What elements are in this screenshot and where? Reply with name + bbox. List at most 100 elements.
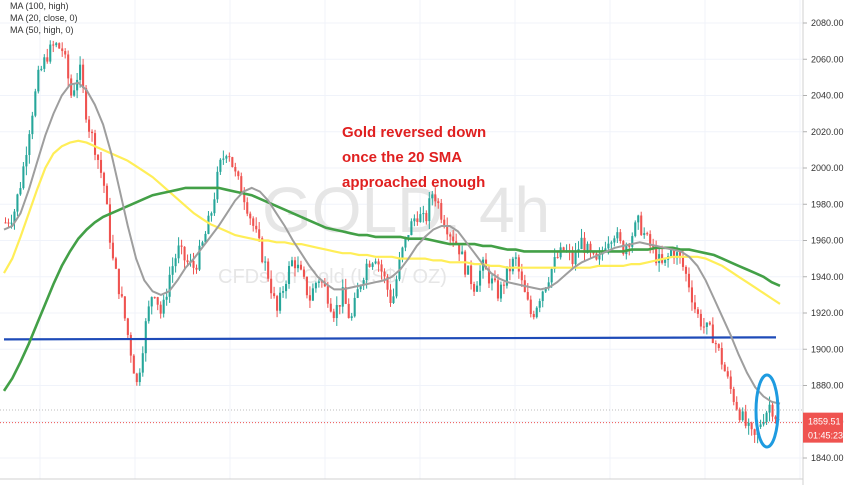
candle[interactable] [156,296,159,311]
candle[interactable] [123,296,126,321]
candle[interactable] [440,198,443,224]
candle[interactable] [747,418,750,435]
candle[interactable] [464,249,467,278]
candle[interactable] [49,40,52,64]
candle[interactable] [138,368,141,386]
candle[interactable] [37,65,40,94]
candle[interactable] [219,158,222,175]
candle[interactable] [177,237,180,264]
candle[interactable] [52,40,55,53]
candle[interactable] [368,260,371,268]
candle[interactable] [371,262,374,270]
candle[interactable] [308,286,311,308]
candle[interactable] [529,295,532,318]
candle[interactable] [91,129,94,142]
candle[interactable] [332,308,335,322]
candle[interactable] [610,240,613,250]
candle[interactable] [437,198,440,209]
candle[interactable] [473,281,476,297]
candle[interactable] [240,172,243,195]
candle[interactable] [267,258,270,282]
candle[interactable] [643,227,646,239]
candle[interactable] [96,154,100,169]
candle[interactable] [192,252,195,275]
candle[interactable] [499,281,502,303]
candle[interactable] [389,284,392,307]
candle[interactable] [13,208,16,230]
support-line[interactable] [3,336,777,341]
candle[interactable] [419,207,422,223]
candle[interactable] [171,257,174,283]
candle[interactable] [195,264,198,274]
candle[interactable] [311,283,314,302]
candle[interactable] [287,261,291,289]
candle[interactable] [55,41,58,48]
candle[interactable] [714,340,717,353]
candle[interactable] [634,220,637,238]
candle[interactable] [395,275,398,299]
candle[interactable] [225,154,228,163]
candle[interactable] [302,266,305,280]
candle[interactable] [374,258,377,265]
candle[interactable] [771,400,774,422]
candle[interactable] [470,260,473,290]
candle[interactable] [535,306,538,319]
candle[interactable] [580,228,583,250]
candle[interactable] [664,259,667,266]
candle[interactable] [532,310,535,320]
candle[interactable] [541,290,544,308]
candle[interactable] [16,193,19,217]
candle[interactable] [246,197,249,217]
candle[interactable] [79,56,82,88]
candle[interactable] [213,192,216,216]
candle[interactable] [58,42,61,49]
candle[interactable] [738,407,741,423]
candle[interactable] [508,258,511,281]
candle[interactable] [729,370,732,394]
candle[interactable] [282,286,285,298]
candle[interactable] [589,241,592,258]
candle[interactable] [162,294,165,318]
candle[interactable] [264,256,267,271]
candle[interactable] [70,74,73,98]
candle[interactable] [765,410,768,425]
candle[interactable] [150,296,153,315]
candle[interactable] [329,298,332,313]
candle[interactable] [458,243,461,262]
candle[interactable] [750,421,753,436]
candle[interactable] [684,265,688,282]
candle[interactable] [696,306,699,318]
candle[interactable] [467,265,470,275]
candle[interactable] [317,279,320,288]
candle[interactable] [73,83,76,97]
candle[interactable] [186,254,189,266]
candle[interactable] [102,171,106,193]
candle[interactable] [392,288,395,304]
candle[interactable] [377,258,380,272]
candle[interactable] [76,72,79,99]
candle[interactable] [168,266,171,303]
candle[interactable] [31,111,34,140]
candle[interactable] [753,428,756,443]
candle[interactable] [693,294,696,314]
candle[interactable] [183,246,186,270]
candle[interactable] [338,305,341,315]
candle[interactable] [210,211,213,222]
candle[interactable] [285,280,288,299]
candle[interactable] [88,115,91,138]
candle[interactable] [61,42,64,57]
candle[interactable] [640,211,643,236]
candle[interactable] [505,266,508,289]
candle[interactable] [431,190,434,206]
candle[interactable] [276,294,279,318]
candle[interactable] [299,260,303,271]
candle[interactable] [85,85,88,123]
candle[interactable] [479,264,482,292]
candle[interactable] [720,342,723,370]
candle[interactable] [502,281,505,295]
candle[interactable] [296,256,300,273]
candle[interactable] [708,320,711,326]
candle[interactable] [46,48,49,64]
candle[interactable] [108,197,111,250]
